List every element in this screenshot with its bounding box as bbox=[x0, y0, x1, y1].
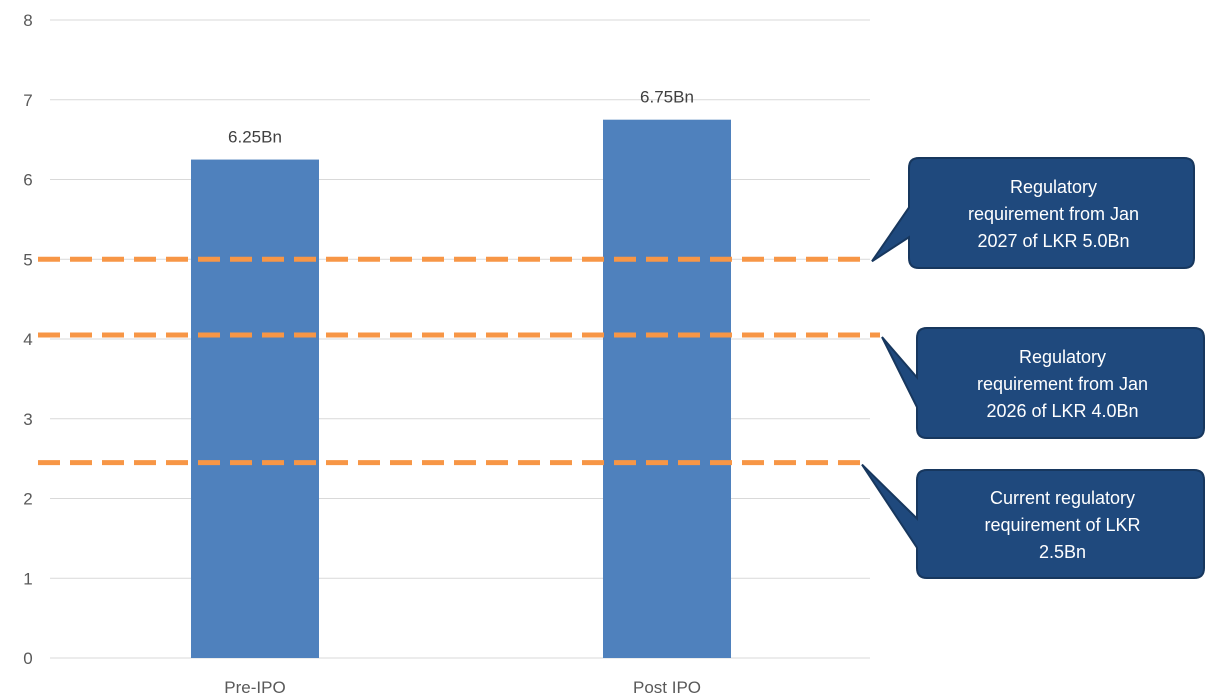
y-tick-label: 3 bbox=[23, 410, 32, 429]
callout-box bbox=[871, 157, 1195, 269]
callouts: Regulatory requirement from Jan 2027 of LK… bbox=[861, 157, 1205, 579]
callout-text: 2027 of LKR 5.0Bn bbox=[977, 231, 1129, 251]
data-label: 6.75Bn bbox=[640, 88, 694, 107]
bar bbox=[191, 159, 319, 658]
callout-text: Regulatory bbox=[1019, 347, 1106, 367]
callout-box bbox=[861, 463, 1205, 579]
y-axis-ticks: 0 1 2 3 4 5 6 7 8 bbox=[23, 11, 32, 668]
callout-text: Current regulatory bbox=[990, 488, 1135, 508]
callout-box bbox=[881, 327, 1205, 439]
y-tick-label: 8 bbox=[23, 11, 32, 30]
y-tick-label: 1 bbox=[23, 569, 32, 588]
callout-text: requirement from Jan bbox=[968, 204, 1139, 224]
y-tick-label: 7 bbox=[23, 91, 32, 110]
y-tick-label: 2 bbox=[23, 490, 32, 509]
data-label: 6.25Bn bbox=[228, 128, 282, 147]
callout-text: Regulatory bbox=[1010, 177, 1097, 197]
callout-text: 2026 of LKR 4.0Bn bbox=[986, 401, 1138, 421]
callout-text: requirement of LKR bbox=[984, 515, 1140, 535]
x-tick-label: Pre-IPO bbox=[224, 678, 285, 697]
bar bbox=[603, 119, 731, 658]
y-tick-label: 6 bbox=[23, 171, 32, 190]
y-tick-label: 4 bbox=[23, 330, 32, 349]
bars bbox=[191, 119, 731, 658]
y-tick-label: 0 bbox=[23, 649, 32, 668]
callout-text: 2.5Bn bbox=[1039, 542, 1086, 562]
gridlines bbox=[50, 19, 870, 659]
x-tick-label: Post IPO bbox=[633, 678, 701, 697]
labels: 6.25Bn Pre-IPO 6.75Bn Post IPO bbox=[224, 88, 701, 697]
reference-lines bbox=[38, 256, 880, 466]
y-tick-label: 5 bbox=[23, 250, 32, 269]
callout-text: requirement from Jan bbox=[977, 374, 1148, 394]
